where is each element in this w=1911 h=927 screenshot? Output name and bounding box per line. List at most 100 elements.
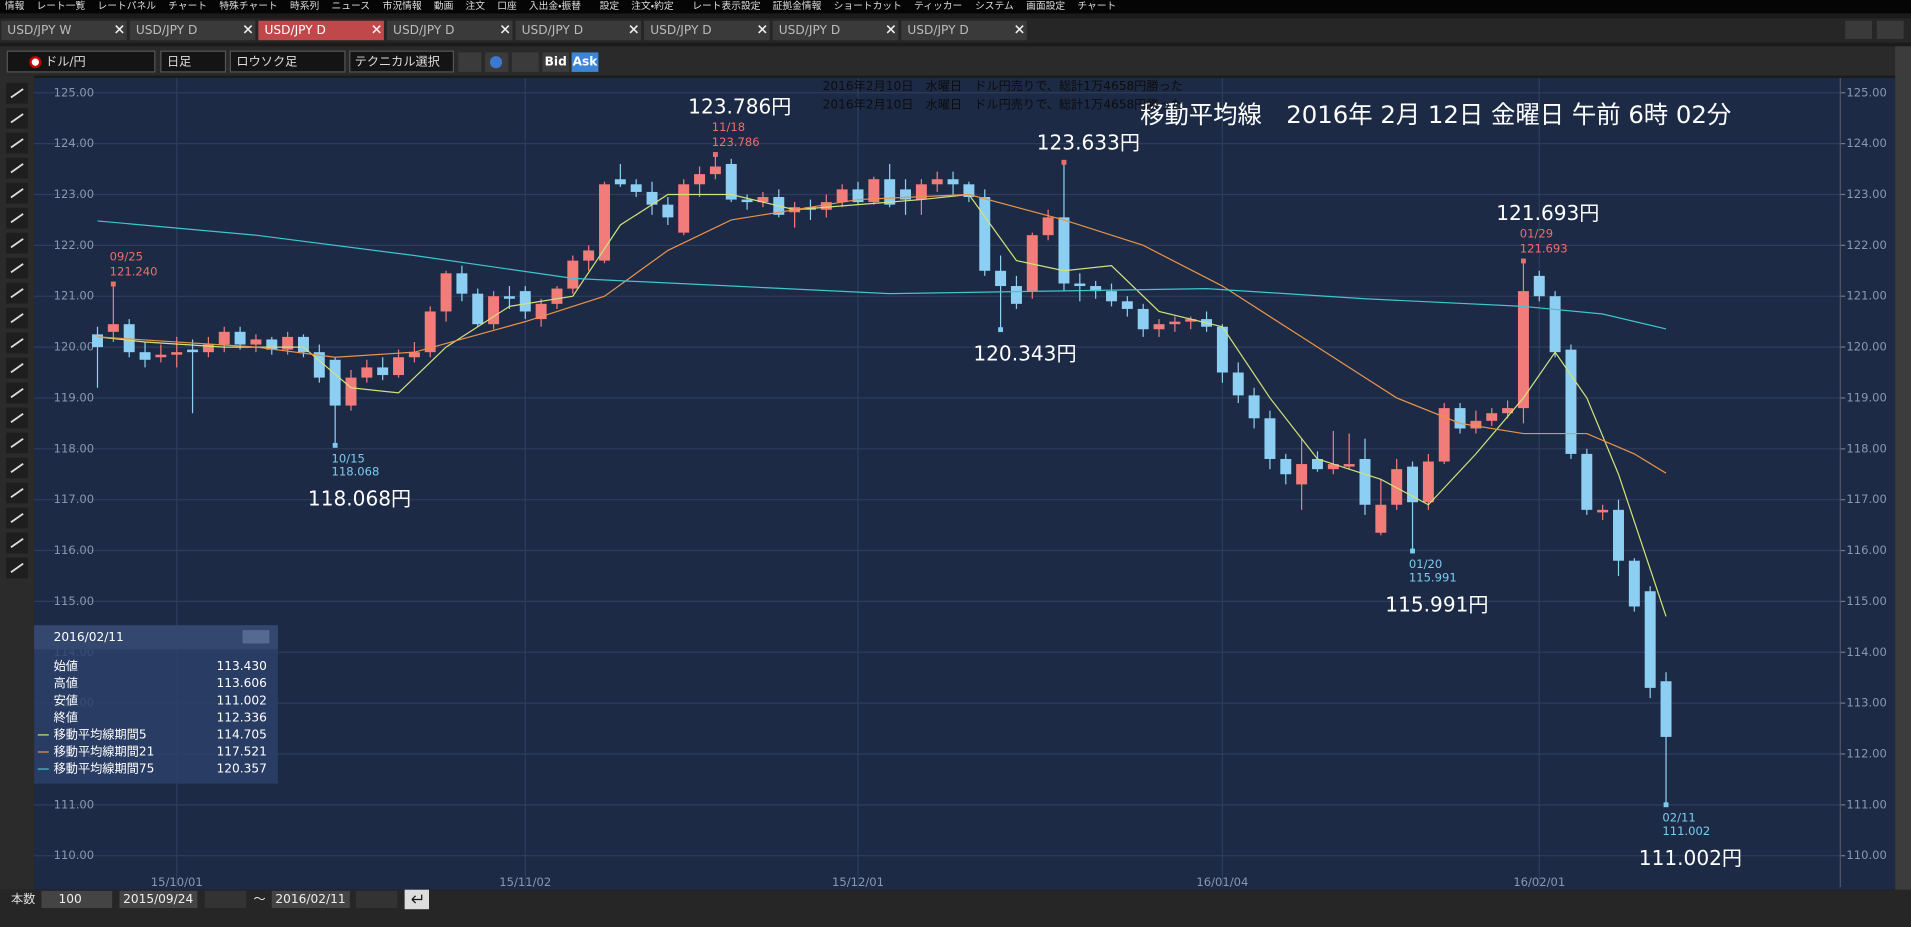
from-time[interactable] <box>204 890 247 908</box>
from-input[interactable] <box>119 890 198 908</box>
menu-item[interactable]: 情報 <box>5 0 25 12</box>
count-label: 本数 <box>11 891 35 906</box>
tab-close[interactable] <box>886 25 896 34</box>
tool-icon <box>10 487 24 499</box>
menu-item[interactable]: 時系列 <box>290 0 319 12</box>
chart-button[interactable] <box>511 52 539 72</box>
chart: 110.00110.00111.00111.00112.00112.00113.… <box>34 78 1887 889</box>
candle-body <box>107 324 119 332</box>
menu-item[interactable]: 特殊チャート <box>219 0 277 12</box>
tab[interactable] <box>386 20 513 41</box>
info-button[interactable] <box>242 630 270 644</box>
y-tick-label: 123.00 <box>54 187 94 201</box>
candle-body <box>1216 326 1228 373</box>
extreme-marker <box>332 442 338 448</box>
info-row-value: 113.430 <box>217 659 267 673</box>
ask-button[interactable] <box>571 52 599 72</box>
menu-item[interactable]: ニュース <box>332 1 371 12</box>
tab-close[interactable] <box>758 25 767 34</box>
tab[interactable] <box>515 20 642 41</box>
extreme-date: 01/29 <box>1520 227 1553 241</box>
period-select[interactable] <box>160 50 227 73</box>
legend-value: 120.357 <box>217 762 267 776</box>
candle-body <box>408 352 420 358</box>
to-input[interactable] <box>271 890 350 908</box>
tab-label: USD/JPY W <box>7 23 71 37</box>
technical-select[interactable] <box>349 50 454 73</box>
note: 2016年2月10日 水曜日 ドル円売りで、総計1万4658円勝った <box>823 96 1183 111</box>
candle-body <box>630 184 642 192</box>
candle-body <box>1327 464 1339 470</box>
menu-item[interactable]: ティッカー <box>914 0 962 12</box>
tab[interactable] <box>644 20 770 41</box>
y-tick-label: 112.00 <box>1846 747 1886 761</box>
tab-close[interactable] <box>243 25 253 34</box>
menu-item[interactable]: 注文 <box>466 0 486 12</box>
tab[interactable] <box>1 20 127 41</box>
count-input[interactable] <box>41 890 113 908</box>
y-tick-label: 122.00 <box>54 238 94 252</box>
menu-item[interactable]: 画面設定 <box>1026 0 1065 12</box>
tab-close[interactable] <box>629 25 638 34</box>
bid-button[interactable] <box>542 52 570 72</box>
tab-close[interactable] <box>372 25 381 34</box>
style-select[interactable] <box>229 50 346 73</box>
candle-body <box>1026 235 1038 292</box>
candle-body <box>1090 286 1102 292</box>
menu-item[interactable]: チャート <box>168 0 207 12</box>
extreme-value: 123.786 <box>712 135 760 149</box>
candle-body <box>488 296 500 325</box>
candle-body <box>1486 413 1498 421</box>
extreme-date: 02/11 <box>1662 811 1695 825</box>
y-tick-label: 125.00 <box>54 85 94 99</box>
candle-body <box>535 303 547 320</box>
candle-body <box>979 197 991 271</box>
extreme-marker <box>998 327 1004 333</box>
footer: 本数 100 2015/09/24 ～ 2016/02/11 <box>11 889 429 910</box>
menu-item[interactable]: レート表示設定 <box>692 0 760 12</box>
candle-body <box>1042 217 1054 236</box>
tool-icon <box>10 338 24 349</box>
y-tick-label: 119.00 <box>54 390 94 404</box>
candle-body <box>1517 291 1529 409</box>
candle-body <box>1502 408 1514 414</box>
tab[interactable] <box>258 20 384 41</box>
menu-item[interactable]: 動画 <box>434 0 454 12</box>
to-time[interactable] <box>355 890 398 908</box>
tab-close[interactable] <box>115 25 124 34</box>
candle-body <box>266 339 278 350</box>
menu-item[interactable]: システム <box>975 0 1014 12</box>
legend-value: 114.705 <box>217 727 267 741</box>
menu-item[interactable]: 口座 <box>497 0 517 12</box>
info-row-value: 112.336 <box>217 710 267 724</box>
window-button[interactable] <box>1845 20 1872 40</box>
candle-body <box>1565 349 1577 454</box>
menu-item[interactable]: チャート <box>1077 0 1116 12</box>
window-button[interactable] <box>1876 20 1904 40</box>
candle-body <box>1264 418 1276 459</box>
candle-body <box>1549 296 1561 353</box>
menu-item[interactable]: レート一覧 <box>37 0 86 12</box>
tab[interactable] <box>901 20 1027 41</box>
tool-icon <box>10 188 24 199</box>
pair-select[interactable] <box>6 50 156 73</box>
menu-item[interactable]: 注文・約定 <box>631 0 674 12</box>
menu-item[interactable]: 市況情報 <box>383 0 422 12</box>
tab-close[interactable] <box>500 25 510 34</box>
tab-close[interactable] <box>1015 25 1024 34</box>
info-panel-box <box>34 625 278 784</box>
menu-item[interactable]: ショートカット <box>834 0 902 12</box>
extreme-value: 121.240 <box>110 264 158 278</box>
candle-body <box>947 179 959 185</box>
menu-item[interactable]: 設定 <box>600 0 620 12</box>
tab[interactable] <box>129 20 256 41</box>
menu-item[interactable]: 入出金・振替 <box>529 0 581 12</box>
y-tick-label: 116.00 <box>54 543 94 557</box>
menu-item[interactable]: 証拠金情報 <box>773 0 822 12</box>
tab[interactable] <box>772 20 899 41</box>
candle-body <box>1438 408 1450 462</box>
extreme-date: 10/15 <box>332 451 365 465</box>
menu-item[interactable]: レートパネル <box>98 0 157 12</box>
draw-button[interactable] <box>458 52 482 72</box>
candle-body <box>1280 458 1292 475</box>
